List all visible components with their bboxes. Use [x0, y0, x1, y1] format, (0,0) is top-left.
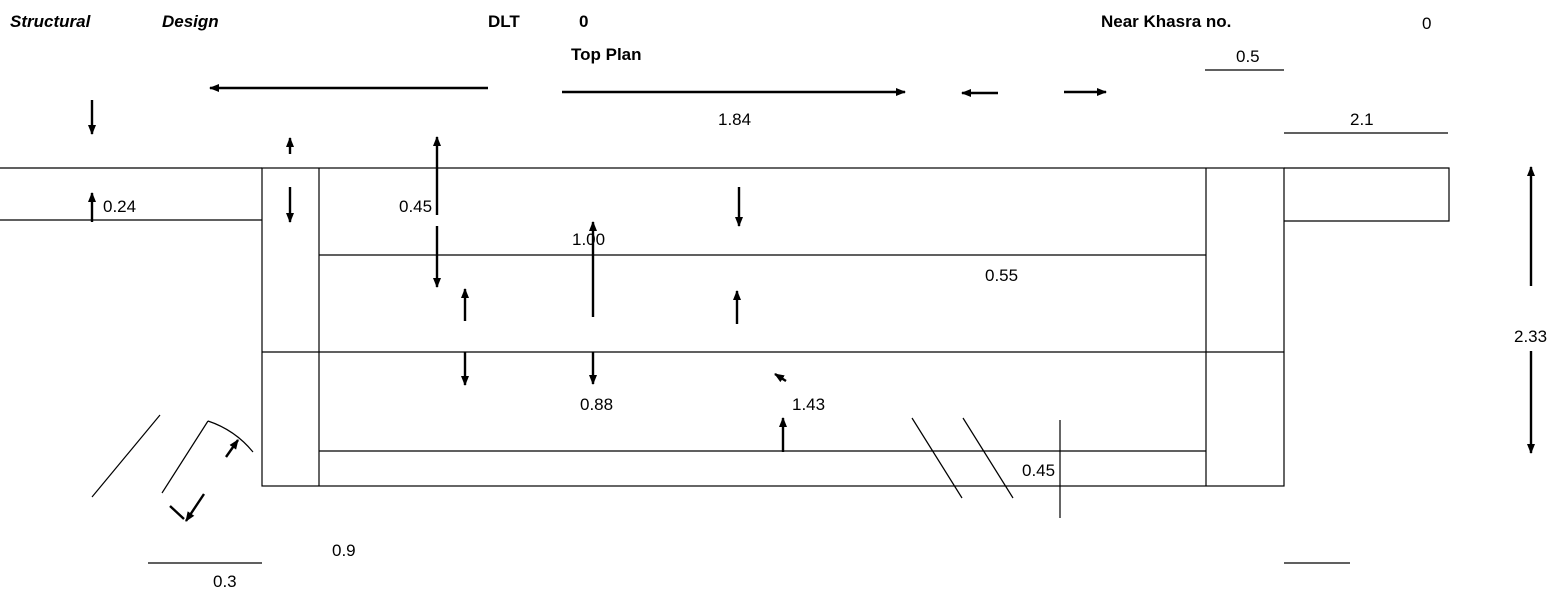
arrow-diag-wing-b — [185, 493, 205, 522]
dim-label-2-1: 2.1 — [1350, 110, 1374, 129]
near-khasra-value: 0 — [1422, 14, 1432, 33]
right-wing-outline — [1284, 167, 1450, 222]
title-design: Design — [162, 12, 219, 31]
dim-label-1-00: 1.00 — [572, 230, 606, 249]
dim-label-0-55: 0.55 — [985, 266, 1019, 285]
dim-label-0-9: 0.9 — [332, 541, 356, 560]
dim-label-0-45-top: 0.45 — [399, 197, 433, 216]
dim-label-1-84: 1.84 — [718, 110, 752, 129]
title-structural: Structural — [10, 12, 91, 31]
wing-angle-arc — [207, 420, 254, 453]
section-hatch-1 — [911, 417, 963, 499]
arrow-diag-1-43 — [774, 372, 787, 383]
arrow-diag-wing-c — [169, 505, 185, 520]
section-hatch-2 — [962, 417, 1014, 499]
near-khasra-label: Near Khasra no. — [1101, 12, 1232, 31]
wing-angle-1 — [91, 414, 161, 498]
arrow-diag-wing-a — [225, 439, 239, 458]
main-structure-outline — [261, 167, 1285, 487]
dim-label-0-45-bottom: 0.45 — [1022, 461, 1056, 480]
plan-title: Top Plan — [571, 45, 642, 64]
dim-label-0-5: 0.5 — [1236, 47, 1260, 66]
wing-angle-2 — [161, 420, 209, 494]
dim-label-1-43: 1.43 — [792, 395, 826, 414]
dim-label-0-3: 0.3 — [213, 572, 237, 591]
dim-label-2-33: 2.33 — [1514, 327, 1548, 346]
dim-label-0-24: 0.24 — [103, 197, 137, 216]
dlt-value: 0 — [579, 12, 589, 31]
dlt-label: DLT — [488, 12, 520, 31]
dim-label-0-88: 0.88 — [580, 395, 614, 414]
